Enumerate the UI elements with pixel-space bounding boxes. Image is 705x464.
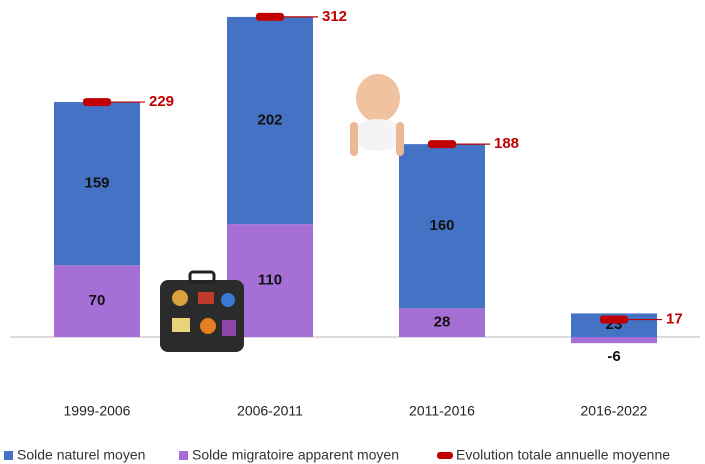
total-label: 312 <box>322 8 347 25</box>
suitcase-illustration <box>160 270 244 352</box>
x-tick-label: 2011-2016 <box>409 403 475 419</box>
bar-segment <box>54 102 140 266</box>
legend-label: Solde migratoire apparent moyen <box>192 447 399 463</box>
bar-segment <box>399 144 485 309</box>
value-label: 202 <box>257 112 282 129</box>
bar-segment <box>571 337 657 344</box>
total-marker <box>256 12 284 21</box>
legend-swatch <box>437 452 453 459</box>
total-marker <box>83 98 111 107</box>
total-label: 17 <box>666 311 683 328</box>
value-label: 70 <box>89 292 106 309</box>
baby-illustration <box>350 74 404 156</box>
total-label: 229 <box>149 93 174 110</box>
value-label: 160 <box>429 217 454 234</box>
value-label: 159 <box>84 175 109 192</box>
value-label: 28 <box>434 314 451 331</box>
x-tick-label: 2016-2022 <box>581 403 648 419</box>
total-label: 188 <box>494 135 519 152</box>
bar-segment <box>227 16 313 225</box>
total-marker <box>600 315 628 324</box>
legend-swatch <box>179 451 188 460</box>
value-label: -6 <box>607 348 620 365</box>
value-label: 110 <box>258 272 282 289</box>
legend-label: Evolution totale annuelle moyenne <box>456 447 670 463</box>
bar-segment <box>54 265 140 338</box>
total-marker <box>428 140 456 149</box>
legend-swatch <box>4 451 13 460</box>
x-tick-label: 2006-2011 <box>237 403 303 419</box>
x-tick-label: 1999-2006 <box>64 403 131 419</box>
bar-segment <box>399 308 485 338</box>
legend-label: Solde naturel moyen <box>17 447 145 463</box>
